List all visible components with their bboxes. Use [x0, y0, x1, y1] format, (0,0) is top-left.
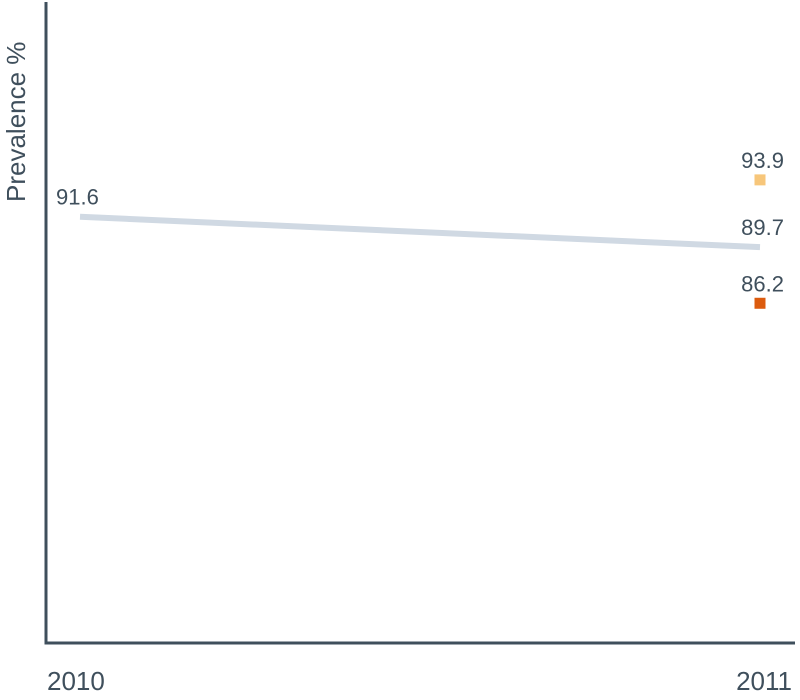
x-tick-label-2011: 2011: [736, 666, 792, 696]
point-marker-0: [754, 174, 766, 186]
point-marker-1: [754, 297, 766, 309]
line-data-label-2011: 89.7: [741, 215, 784, 240]
point-data-label-0: 93.9: [741, 148, 784, 173]
x-tick-label-2010: 2010: [47, 666, 105, 696]
line-data-label-2010: 91.6: [56, 185, 99, 210]
y-axis-title: Prevalence %: [1, 42, 31, 202]
series-line-0: [79, 213, 761, 251]
chart-marks: 91.6 89.7 93.9 86.2: [56, 148, 784, 309]
point-data-label-1: 86.2: [741, 271, 784, 296]
